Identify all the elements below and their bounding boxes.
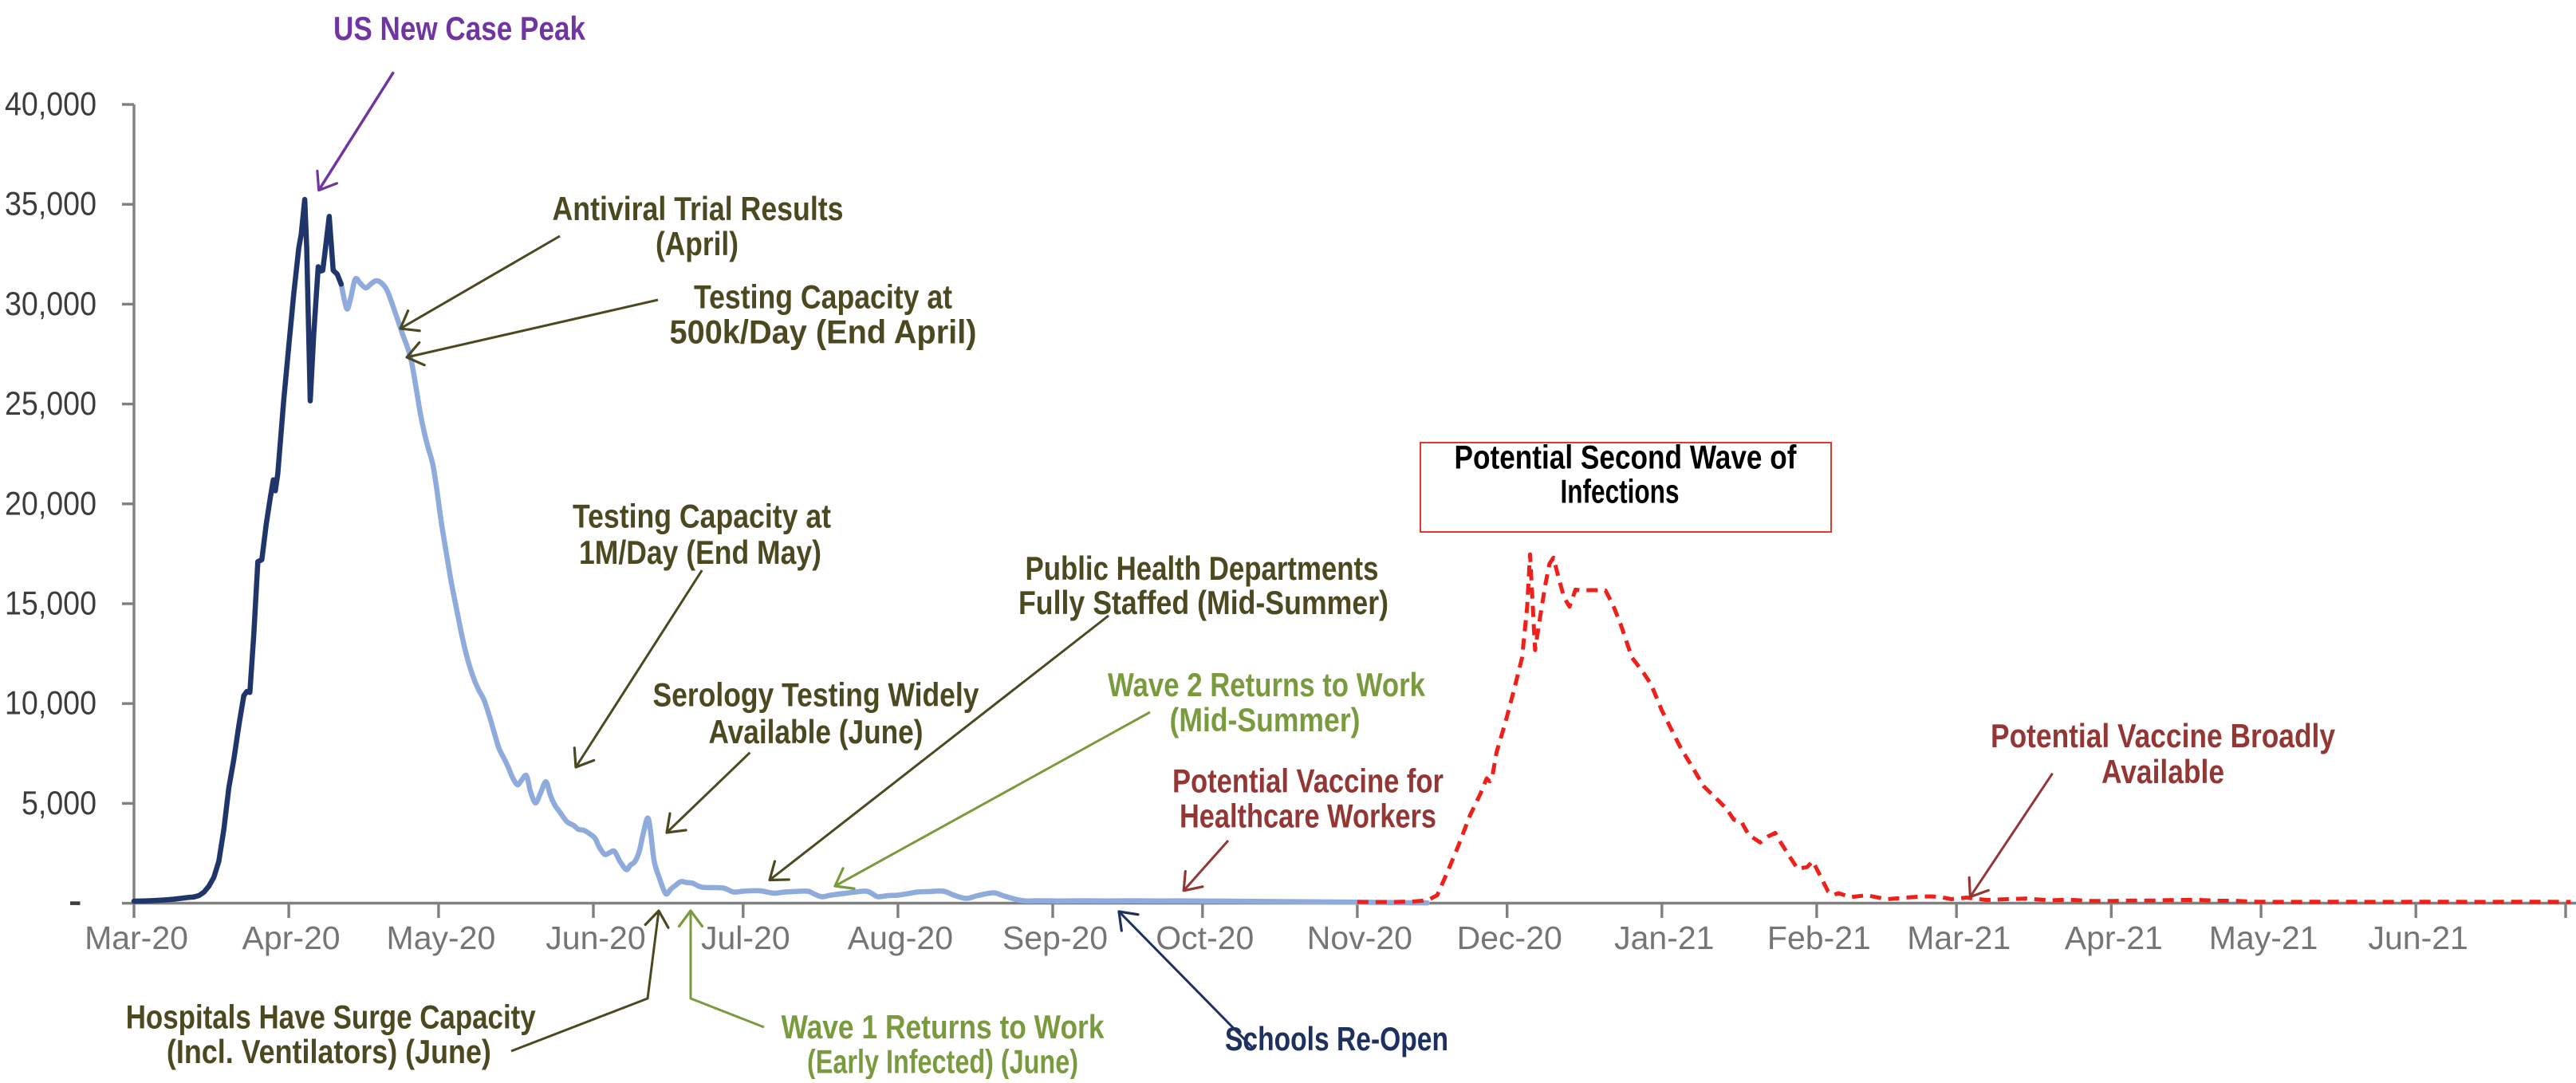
svg-text:Nov-20: Nov-20 xyxy=(1307,920,1412,956)
svg-text:Feb-21: Feb-21 xyxy=(1767,920,1871,956)
svg-text:10,000: 10,000 xyxy=(5,684,97,722)
svg-text:Aug-20: Aug-20 xyxy=(848,920,953,956)
svg-text:35,000: 35,000 xyxy=(5,185,97,223)
svg-text:Testing Capacity at: Testing Capacity at xyxy=(573,498,831,535)
svg-text:Jun-20: Jun-20 xyxy=(546,920,645,956)
svg-text:Apr-20: Apr-20 xyxy=(242,920,341,956)
svg-text:Potential Vaccine Broadly: Potential Vaccine Broadly xyxy=(1991,717,2336,754)
svg-text:Hospitals Have Surge Capacity: Hospitals Have Surge Capacity xyxy=(126,998,537,1036)
svg-text:5,000: 5,000 xyxy=(22,784,97,821)
svg-text:25,000: 25,000 xyxy=(5,384,97,422)
svg-text:Jul-20: Jul-20 xyxy=(701,920,790,956)
svg-text:Jun-21: Jun-21 xyxy=(2368,920,2468,956)
svg-text:(Mid-Summer): (Mid-Summer) xyxy=(1170,701,1361,738)
svg-text:(Incl. Ventilators) (June): (Incl. Ventilators) (June) xyxy=(167,1033,491,1070)
svg-text:Public Health Departments: Public Health Departments xyxy=(1026,549,1379,587)
svg-text:20,000: 20,000 xyxy=(5,484,97,522)
svg-text:Mar-21: Mar-21 xyxy=(1907,920,2011,956)
svg-text:Dec-20: Dec-20 xyxy=(1457,920,1562,956)
svg-text:Potential Vaccine for: Potential Vaccine for xyxy=(1172,762,1444,799)
svg-text:Apr-21: Apr-21 xyxy=(2065,920,2163,956)
svg-text:Infections: Infections xyxy=(1561,473,1680,510)
svg-text:Jan-21: Jan-21 xyxy=(1614,920,1714,956)
svg-text:15,000: 15,000 xyxy=(5,585,97,622)
svg-text:30,000: 30,000 xyxy=(5,285,97,322)
svg-text:Available: Available xyxy=(2101,753,2224,790)
svg-text:(Early Infected) (June): (Early Infected) (June) xyxy=(807,1043,1078,1080)
svg-text:Fully Staffed (Mid-Summer): Fully Staffed (Mid-Summer) xyxy=(1018,584,1388,621)
svg-text:500k/Day (End April): 500k/Day (End April) xyxy=(670,313,977,351)
svg-text:40,000: 40,000 xyxy=(5,85,97,123)
svg-text:Healthcare Workers: Healthcare Workers xyxy=(1180,797,1436,835)
svg-text:Wave 1 Returns to Work: Wave 1 Returns to Work xyxy=(782,1008,1105,1046)
svg-text:Schools Re-Open: Schools Re-Open xyxy=(1225,1020,1448,1057)
svg-text:(April): (April) xyxy=(656,225,739,262)
svg-text:Serology Testing Widely: Serology Testing Widely xyxy=(653,675,980,713)
svg-text:Sep-20: Sep-20 xyxy=(1002,920,1108,956)
svg-text:Available (June): Available (June) xyxy=(709,713,924,750)
svg-text:Potential Second Wave of: Potential Second Wave of xyxy=(1455,439,1798,476)
svg-text:US New Case Peak: US New Case Peak xyxy=(333,10,586,47)
svg-text:Wave 2 Returns to Work: Wave 2 Returns to Work xyxy=(1108,666,1426,703)
svg-text:May-20: May-20 xyxy=(387,920,496,956)
svg-text:Mar-20: Mar-20 xyxy=(85,920,188,956)
svg-text:Antiviral Trial Results: Antiviral Trial Results xyxy=(553,190,844,227)
svg-text:Testing Capacity at: Testing Capacity at xyxy=(694,278,952,316)
svg-text:Oct-20: Oct-20 xyxy=(1156,920,1254,956)
svg-text:1M/Day (End May): 1M/Day (End May) xyxy=(579,534,821,571)
svg-text:May-21: May-21 xyxy=(2209,920,2318,956)
